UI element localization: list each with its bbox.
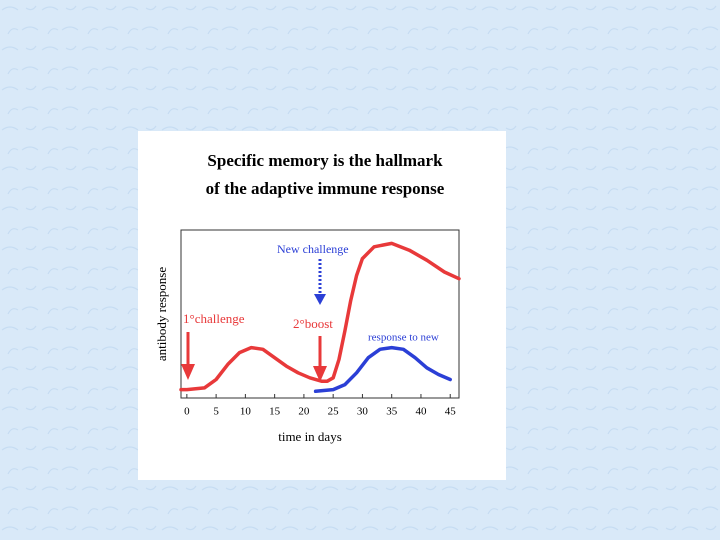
annotation: 2°boost — [293, 316, 333, 331]
x-tick-label: 15 — [269, 406, 281, 418]
arrowhead — [313, 366, 327, 382]
x-axis-label: time in days — [278, 429, 342, 444]
series-line — [313, 345, 452, 394]
annotation: New challenge — [277, 242, 349, 256]
x-tick-label: 40 — [415, 406, 427, 418]
x-tick-label: 20 — [298, 406, 310, 418]
y-axis-label: antibody response — [154, 267, 169, 361]
chart-title: of the adaptive immune response — [206, 179, 445, 198]
series-line — [179, 241, 461, 392]
x-tick-label: 25 — [328, 406, 340, 418]
figure-panel — [138, 131, 506, 480]
x-tick-label: 10 — [240, 406, 252, 418]
x-tick-label: 0 — [184, 406, 190, 418]
annotation: response to new — [368, 332, 439, 344]
arrowhead — [314, 294, 326, 305]
x-tick-label: 5 — [213, 406, 219, 418]
arrowhead — [181, 364, 195, 380]
annotation: 1°challenge — [183, 311, 245, 326]
x-tick-label: 30 — [357, 406, 369, 418]
plot-frame — [180, 229, 460, 399]
x-tick-label: 45 — [445, 406, 457, 418]
chart-title: Specific memory is the hallmark — [207, 151, 443, 170]
x-tick-label: 35 — [386, 406, 398, 418]
